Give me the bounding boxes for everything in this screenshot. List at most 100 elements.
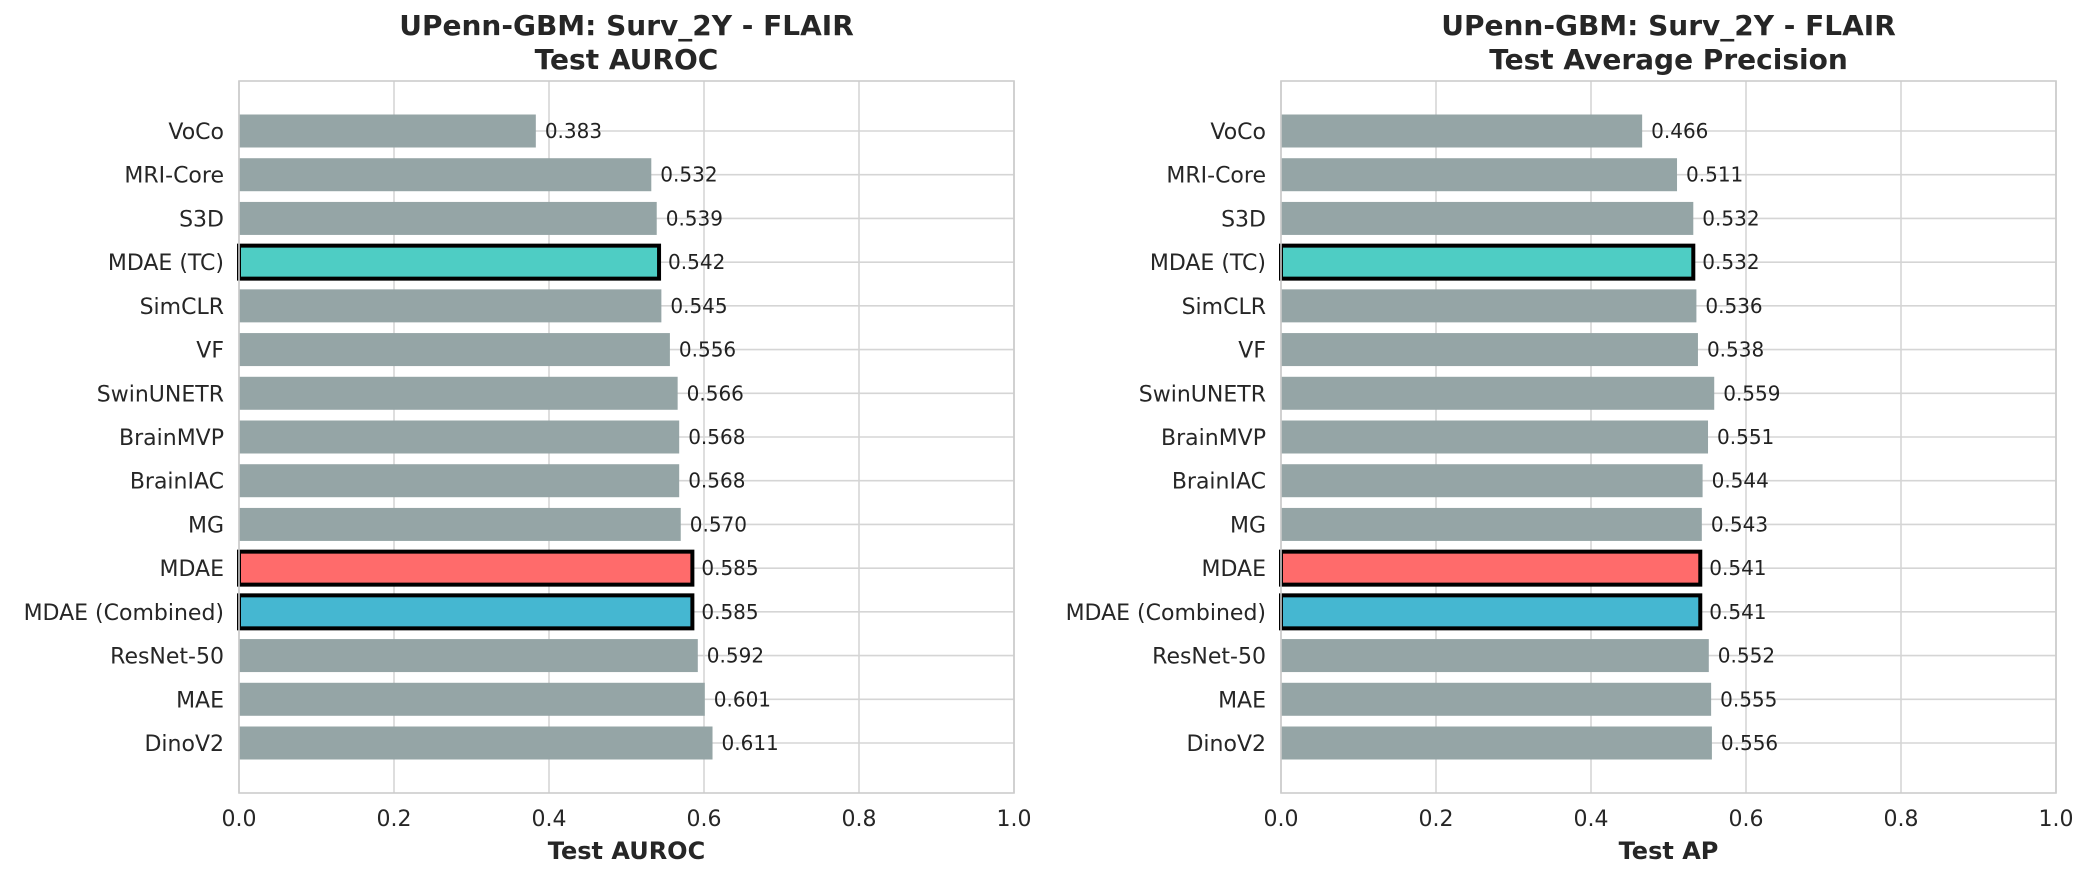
chart-title: UPenn-GBM: Surv_2Y - FLAIR Test AUROC [399,9,854,76]
bar [239,464,680,498]
bar-value-label: 0.466 [1651,119,1708,143]
chart-title-line: Test Average Precision [1489,43,1848,76]
x-tick-label: 0.0 [1264,807,1299,832]
bar [1281,289,1697,323]
y-tick-label: VF [1238,339,1266,364]
y-tick-label: SimCLR [140,295,224,320]
y-tick-label: MDAE (TC) [108,251,224,276]
bar [1281,114,1643,148]
bar [1281,507,1702,541]
y-tick-label: MAE [1218,688,1266,713]
bar [239,420,680,454]
bar [239,289,662,323]
y-tick-label: BrainIAC [130,470,224,495]
y-tick-label: S3D [179,207,224,232]
bar [1281,464,1703,498]
bar [239,639,698,673]
x-tick-label: 1.0 [997,807,1032,832]
bar-value-label: 0.601 [714,687,771,711]
y-tick-label: MG [188,513,224,538]
y-tick-label: MRI-Core [124,164,224,189]
y-tick-label: BrainMVP [119,426,224,451]
chart-panel-1: 0.383 VoCo 0.532 MRI-Core 0.539 S3D 0.542 MDAE … [24,9,1032,865]
x-tick-label: 0.6 [687,807,722,832]
bar [237,243,662,281]
y-tick-label: BrainIAC [1172,470,1266,495]
bar-value-label: 0.544 [1712,469,1769,493]
x-tick-label: 0.2 [1419,807,1454,832]
y-tick-label: ResNet-50 [1152,645,1266,670]
y-tick-label: MRI-Core [1166,164,1266,189]
bar-value-label: 0.570 [690,512,747,536]
y-tick-label: MDAE (TC) [1150,251,1266,276]
y-tick-label: MDAE [1202,557,1267,582]
bar-value-label: 0.532 [1702,206,1759,230]
y-tick-label: DinoV2 [1186,732,1266,757]
bar-value-label: 0.536 [1705,294,1762,318]
bar [237,549,695,587]
bar [239,376,678,410]
y-tick-label: BrainMVP [1161,426,1266,451]
bar [239,507,681,541]
y-tick-label: VF [196,339,224,364]
bar [1281,158,1678,192]
bar [239,201,657,235]
bar [239,333,670,367]
bar [1281,376,1715,410]
chart-panel-2: 0.466 VoCo 0.511 MRI-Core 0.532 S3D 0.532 MDAE … [1066,9,2074,865]
bar-value-label: 0.539 [666,206,723,230]
bar [1281,639,1709,673]
bar-value-label: 0.383 [545,119,602,143]
bar-value-label: 0.532 [1702,250,1759,274]
chart-title-line: Test AUROC [535,43,719,76]
y-tick-label: S3D [1221,207,1266,232]
y-tick-label: SwinUNETR [1139,382,1266,407]
bar [1281,333,1698,367]
bar-value-label: 0.541 [1709,600,1766,624]
bar-value-label: 0.568 [688,469,745,493]
bar-value-label: 0.566 [687,381,744,405]
x-tick-label: 0.2 [377,807,412,832]
bar [1279,243,1696,281]
bar [1281,420,1709,454]
y-tick-label: SimCLR [1182,295,1266,320]
bar-value-label: 0.585 [701,556,758,580]
x-tick-label: 0.4 [1574,807,1609,832]
bar-value-label: 0.555 [1720,687,1777,711]
chart-title: UPenn-GBM: Surv_2Y - FLAIR Test Average P… [1441,9,1896,76]
x-tick-label: 0.8 [842,807,877,832]
bar-value-label: 0.543 [1711,512,1768,536]
chart-title-line: UPenn-GBM: Surv_2Y - FLAIR [399,9,854,42]
x-axis-label: Test AUROC [548,837,705,865]
bar-value-label: 0.545 [670,294,727,318]
bar-value-label: 0.556 [679,338,736,362]
bar-value-label: 0.556 [1721,731,1778,755]
bar-value-label: 0.611 [722,731,779,755]
y-tick-label: VoCo [1210,120,1266,145]
bar-value-label: 0.538 [1707,338,1764,362]
y-tick-label: ResNet-50 [110,645,224,670]
plot-frame [238,80,1015,794]
bar [239,682,705,716]
bar-value-label: 0.542 [668,250,725,274]
bar-value-label: 0.552 [1718,644,1775,668]
bar-value-label: 0.541 [1709,556,1766,580]
y-tick-label: SwinUNETR [97,382,224,407]
y-tick-label: MAE [176,688,224,713]
x-axis-label: Test AP [1619,837,1719,865]
x-tick-label: 1.0 [2039,807,2074,832]
bar [1281,726,1712,760]
x-tick-label: 0.8 [1884,807,1919,832]
bar [239,158,652,192]
x-tick-label: 0.0 [222,807,257,832]
plot-frame [1280,80,2057,794]
y-tick-label: MG [1230,513,1266,538]
bar-value-label: 0.585 [701,600,758,624]
y-tick-label: MDAE (Combined) [24,601,224,626]
bar-value-label: 0.551 [1717,425,1774,449]
bar-value-label: 0.532 [660,163,717,187]
y-tick-label: MDAE (Combined) [1066,601,1266,626]
x-tick-label: 0.4 [532,807,567,832]
